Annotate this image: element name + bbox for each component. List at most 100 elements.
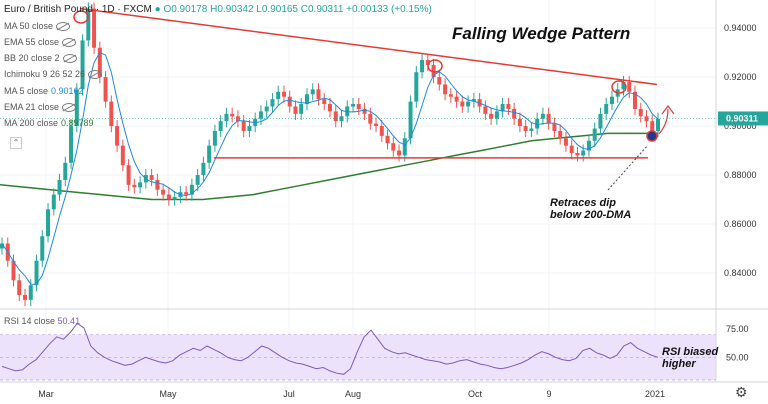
x-tick-label: Aug <box>345 389 361 399</box>
candle-body <box>247 126 252 131</box>
candle-body <box>448 94 453 97</box>
peak-circle <box>611 80 627 94</box>
candle-body <box>586 140 591 151</box>
candle-body <box>201 162 206 176</box>
candle-body <box>604 104 609 114</box>
candle-body <box>512 108 517 119</box>
ma5-line <box>1 51 659 285</box>
candle-body <box>258 111 263 119</box>
candle-body <box>529 128 534 131</box>
candle-body <box>443 84 448 95</box>
candle-body <box>408 101 413 139</box>
candle-body <box>17 280 22 295</box>
indicator-ema55[interactable]: EMA 55 close <box>4 37 77 47</box>
candle-body <box>46 209 51 237</box>
candle-body <box>115 126 120 146</box>
candle-body <box>535 118 540 129</box>
candle-body <box>385 135 390 144</box>
hidden-eye-icon[interactable] <box>56 21 71 31</box>
candle-body <box>374 123 379 127</box>
candle-body <box>644 116 649 122</box>
wedge-upper-line <box>79 7 658 86</box>
candle-body <box>391 143 396 151</box>
candle-body <box>92 8 97 48</box>
candle-body <box>454 96 459 102</box>
candle-body <box>149 175 154 180</box>
hidden-eye-icon[interactable] <box>62 37 77 47</box>
candle-body <box>120 145 125 166</box>
candle-body <box>0 243 4 249</box>
indicator-ema21[interactable]: EMA 21 close <box>4 102 77 112</box>
candle-body <box>230 113 235 117</box>
candle-body <box>414 72 419 102</box>
rsi-legend[interactable]: RSI 14 close 50.41 <box>4 316 81 326</box>
candle-body <box>650 121 655 131</box>
candle-body <box>517 118 522 127</box>
candle-body <box>63 162 68 180</box>
candle-body <box>362 108 367 114</box>
candle-body <box>40 236 45 261</box>
candle-body <box>166 194 171 200</box>
hidden-eye-icon[interactable] <box>88 69 103 79</box>
candle-body <box>563 138 568 146</box>
indicator-ma50[interactable]: MA 50 close <box>4 21 71 31</box>
candle-body <box>627 82 632 92</box>
candle-body <box>264 106 269 112</box>
candle-body <box>287 96 292 107</box>
candle-body <box>379 126 384 136</box>
candle-body <box>368 113 373 124</box>
candle-body <box>293 106 298 114</box>
candle-body <box>86 8 91 41</box>
gear-icon[interactable]: ⚙ <box>735 384 748 400</box>
peak-circle <box>73 10 89 24</box>
last-price-label: 0.90311 <box>726 113 758 123</box>
candle-body <box>437 77 442 85</box>
collapse-indicators-chevron-icon[interactable]: ⌃ <box>10 137 22 149</box>
candle-body <box>431 64 436 78</box>
candle-body <box>310 89 315 95</box>
candle-body <box>621 82 626 90</box>
candle-body <box>397 150 402 156</box>
retrace-marker <box>646 130 658 142</box>
candle-body <box>57 179 62 195</box>
candle-body <box>276 91 281 100</box>
candle-body <box>638 108 643 117</box>
candle-body <box>316 89 321 100</box>
peak-circle <box>427 59 443 73</box>
candle-body <box>212 130 217 146</box>
indicator-bb20[interactable]: BB 20 close 2 <box>4 53 77 63</box>
candle-body <box>11 260 16 281</box>
candle-body <box>299 104 304 114</box>
hidden-eye-icon[interactable] <box>62 102 77 112</box>
candle-body <box>494 111 499 119</box>
candle-body <box>339 116 344 122</box>
indicator-ma5[interactable]: MA 5 close 0.90162 <box>4 86 84 96</box>
candle-body <box>598 113 603 129</box>
y-tick-label: 0.88000 <box>724 170 757 180</box>
candle-body <box>109 101 114 127</box>
breakout-arrow-head <box>661 105 675 115</box>
indicator-ma200[interactable]: MA 200 close 0.89789 <box>4 118 94 128</box>
candle-body <box>34 260 39 286</box>
candle-body <box>51 194 56 210</box>
candle-body <box>241 121 246 131</box>
retrace-note: Retraces dip below 200-DMA <box>550 197 632 221</box>
candle-body <box>218 121 223 131</box>
rsi-tick-label: 75.00 <box>726 324 749 334</box>
candle-body <box>126 165 131 185</box>
candle-body <box>161 189 166 195</box>
indicator-ichimoku[interactable]: Ichimoku 9 26 52 26 <box>4 69 103 79</box>
candle-body <box>189 184 194 195</box>
last-price-tag <box>718 111 768 126</box>
x-tick-label: May <box>159 389 177 399</box>
x-tick-label: Mar <box>38 389 54 399</box>
candle-body <box>172 197 177 200</box>
candle-body <box>489 113 494 119</box>
candle-body <box>466 101 471 107</box>
hidden-eye-icon[interactable] <box>62 53 77 63</box>
candle-body <box>523 126 528 131</box>
rsi-line <box>1 322 659 375</box>
candle-body <box>333 111 338 122</box>
x-tick-label: 2021 <box>645 389 665 399</box>
